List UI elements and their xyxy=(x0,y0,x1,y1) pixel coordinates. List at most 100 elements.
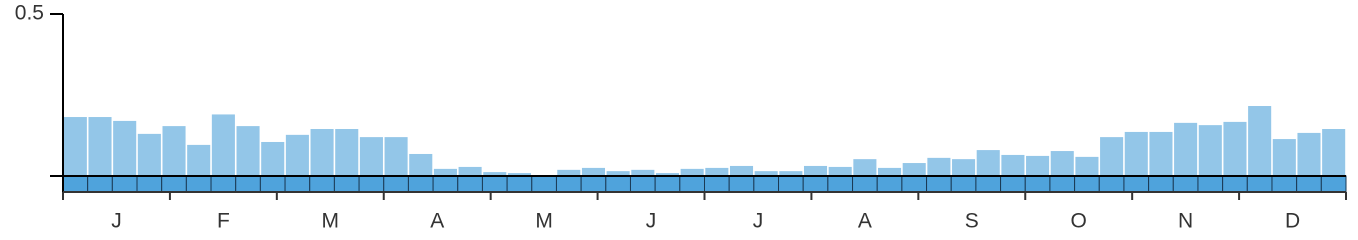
bar xyxy=(754,171,778,176)
bar xyxy=(680,168,704,176)
week-cell xyxy=(111,175,138,193)
week-cell xyxy=(506,175,533,193)
bar xyxy=(1149,131,1173,176)
week-cell xyxy=(284,175,311,193)
bar xyxy=(581,167,606,176)
week-cell xyxy=(235,175,261,193)
week-cell xyxy=(62,175,89,193)
week-cell xyxy=(629,175,656,193)
month-label: J xyxy=(753,210,764,233)
bar xyxy=(803,165,828,176)
week-cell xyxy=(1197,175,1224,193)
bar xyxy=(1174,122,1198,176)
bar xyxy=(1297,132,1321,176)
week-cell xyxy=(654,175,681,193)
bar xyxy=(137,133,161,176)
week-cell xyxy=(1320,175,1347,193)
week-cell xyxy=(679,175,705,193)
week-cell xyxy=(333,175,360,193)
week-cell xyxy=(1123,175,1150,193)
week-cell xyxy=(407,175,434,193)
bar xyxy=(384,137,408,176)
bar xyxy=(1272,139,1296,176)
week-cell xyxy=(87,175,113,193)
bar xyxy=(507,173,531,176)
week-cell xyxy=(1271,175,1298,193)
week-cell xyxy=(432,175,459,193)
month-label: S xyxy=(965,210,979,233)
week-cell xyxy=(605,175,631,193)
bar xyxy=(902,163,926,176)
week-cell xyxy=(259,175,286,193)
bar xyxy=(705,167,729,176)
week-cell xyxy=(1049,175,1076,193)
week-cell xyxy=(210,175,237,193)
bar xyxy=(1248,106,1272,176)
week-cell xyxy=(457,175,483,193)
week-cell xyxy=(481,175,508,193)
bar xyxy=(236,126,260,176)
week-cell xyxy=(1148,175,1174,193)
week-cell xyxy=(901,175,928,193)
week-cell xyxy=(704,175,730,193)
month-label: O xyxy=(1071,210,1087,233)
month-label: F xyxy=(217,210,230,233)
bar xyxy=(409,153,433,176)
bar xyxy=(878,167,902,176)
bar xyxy=(1223,121,1247,176)
bar xyxy=(927,157,951,176)
bar xyxy=(631,169,655,176)
week-cell xyxy=(161,175,187,193)
week-cell xyxy=(802,175,829,193)
bar xyxy=(1322,129,1346,176)
y-tick-label: 0.5 xyxy=(15,2,44,25)
month-label: D xyxy=(1285,210,1300,233)
week-cell xyxy=(358,175,385,193)
bar xyxy=(828,166,852,176)
week-cell xyxy=(1074,175,1100,193)
week-cell xyxy=(555,175,582,193)
bar xyxy=(606,171,630,176)
bar xyxy=(1050,151,1074,176)
bar xyxy=(1001,154,1025,176)
week-cell xyxy=(1000,175,1026,193)
bar xyxy=(458,166,482,176)
bar xyxy=(1124,131,1148,176)
month-label: N xyxy=(1178,210,1193,233)
bar xyxy=(433,168,457,176)
bar xyxy=(1075,156,1099,176)
week-cell xyxy=(950,175,977,193)
bar xyxy=(655,173,680,176)
bar xyxy=(63,117,87,176)
bar xyxy=(483,172,507,176)
bar xyxy=(285,134,309,176)
week-cell xyxy=(1246,175,1273,193)
month-label: M xyxy=(535,210,553,233)
month-label: A xyxy=(858,210,872,233)
week-cell xyxy=(1098,175,1125,193)
week-cell xyxy=(876,175,903,193)
bar xyxy=(1026,155,1050,176)
week-cell xyxy=(753,175,780,193)
bar xyxy=(1198,125,1222,176)
bar xyxy=(310,129,334,176)
bar xyxy=(976,150,1000,176)
week-cell xyxy=(926,175,952,193)
bar xyxy=(729,165,754,176)
week-cell xyxy=(1172,175,1199,193)
bar xyxy=(211,114,235,176)
week-cell xyxy=(136,175,163,193)
bar xyxy=(187,144,211,176)
week-cell xyxy=(383,175,409,193)
bar xyxy=(113,120,137,176)
week-cell xyxy=(728,175,755,193)
week-cell xyxy=(1296,175,1322,193)
bar xyxy=(853,159,877,176)
week-cell xyxy=(1222,175,1248,193)
week-cell xyxy=(827,175,854,193)
bar xyxy=(557,169,581,176)
week-cell xyxy=(580,175,607,193)
month-label: J xyxy=(111,210,122,233)
